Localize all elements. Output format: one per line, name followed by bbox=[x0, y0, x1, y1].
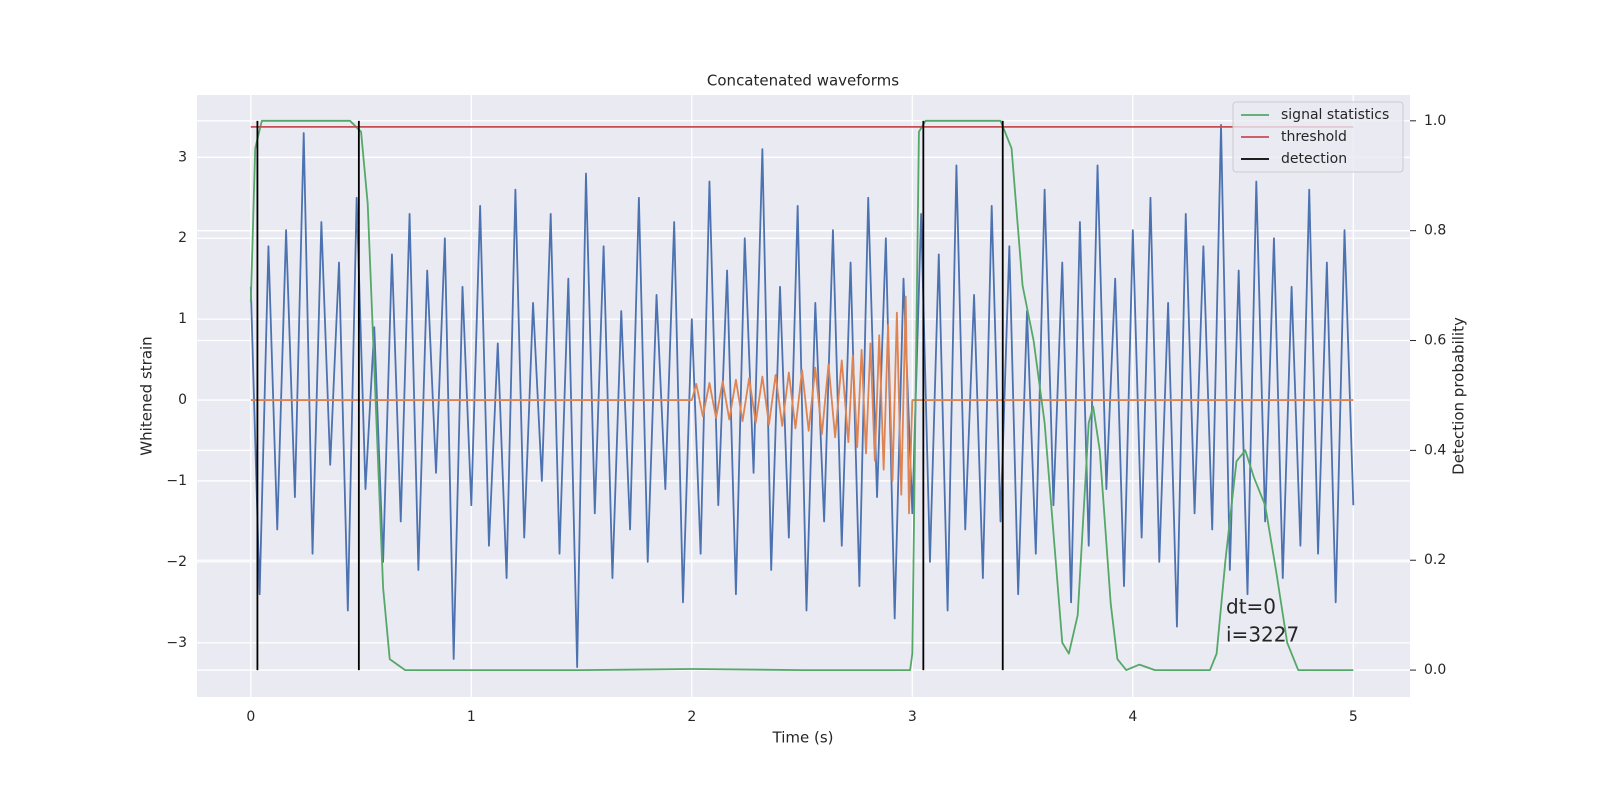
y-tick-label: −3 bbox=[166, 635, 187, 651]
x-tick-label: 4 bbox=[1128, 709, 1137, 725]
x-tick-label: 5 bbox=[1349, 709, 1358, 725]
legend: signal statistics threshold detection bbox=[1232, 101, 1404, 173]
y-tick-label: 3 bbox=[178, 149, 187, 165]
x-axis-label: Time (s) bbox=[772, 729, 834, 747]
y-axis-label: Whitened strain bbox=[138, 336, 156, 455]
y-tick-label: 0 bbox=[178, 392, 187, 408]
legend-label: detection bbox=[1281, 151, 1347, 167]
marks bbox=[249, 119, 1355, 671]
data-line bbox=[249, 119, 1354, 671]
data-line bbox=[256, 120, 1004, 671]
annotation: dt=0 bbox=[1226, 595, 1276, 619]
y2-axis-label: Detection probability bbox=[1450, 317, 1468, 475]
x-tick-label: 1 bbox=[467, 709, 476, 725]
y-tick-label: 2 bbox=[178, 230, 187, 246]
y-tick-label: −1 bbox=[166, 473, 187, 489]
y2-tick-label: 1.0 bbox=[1424, 113, 1446, 129]
y2-tick-label: 0.0 bbox=[1424, 662, 1446, 678]
legend-label: threshold bbox=[1281, 129, 1347, 145]
y2-tick-label: 0.4 bbox=[1424, 442, 1446, 458]
annotation: i=3227 bbox=[1226, 623, 1299, 647]
x-tick-label: 3 bbox=[908, 709, 917, 725]
data-line bbox=[250, 295, 1354, 515]
x-tick-label: 0 bbox=[246, 709, 255, 725]
axes: 0 1 2 3 4 5 −3 −2 −1 0 1 2 3 0.0 0.2 0.4 0.6 0.8 1.0 bbox=[166, 113, 1446, 725]
legend-box bbox=[1232, 101, 1404, 173]
chart-title: Concatenated waveforms bbox=[707, 72, 899, 90]
y-tick-label: −2 bbox=[166, 554, 187, 570]
x-tick-label: 2 bbox=[687, 709, 696, 725]
y-tick-label: 1 bbox=[178, 311, 187, 327]
data-line bbox=[249, 124, 1355, 668]
y2-tick-label: 0.8 bbox=[1424, 223, 1446, 239]
y2-tick-label: 0.2 bbox=[1424, 552, 1446, 568]
y2-tick-label: 0.6 bbox=[1424, 333, 1446, 349]
legend-label: signal statistics bbox=[1281, 107, 1389, 123]
